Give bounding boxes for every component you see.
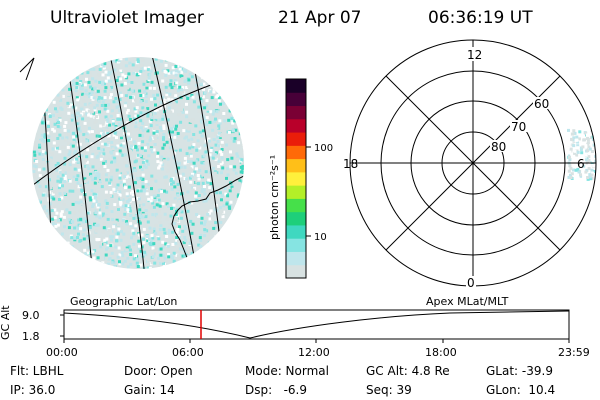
timeline-y-tick-high: 9.0 [22,309,40,322]
polar-lat-70: 70 [511,120,526,134]
colorbar-block [286,145,306,160]
colorbar-block [286,105,306,120]
colorbar-block [286,92,306,107]
timeline-x-tick-1800: 18:00 [425,346,457,359]
observation-date: 21 Apr 07 [278,8,362,28]
polar-lat-60: 60 [534,97,549,111]
status-ip: IP: 36.0 [10,383,56,397]
colorbar-block [286,251,306,266]
colorbar-block [286,264,306,279]
status-mode: Mode: Normal [245,364,329,378]
timeline-y-axis-label: GC Alt [0,305,12,340]
status-glon: GLon: 10.4 [486,383,556,397]
polar-mlt-plot: 12 18 6 0 80 70 60 [343,39,597,290]
colorbar-block [286,238,306,252]
colorbar-block [286,118,306,133]
timeline-y-tick-low: 1.8 [22,330,40,343]
altitude-timeline [60,309,570,343]
polar-label-noon: 12 [467,48,482,62]
status-seq: Seq: 39 [366,383,412,397]
status-gc-alt: GC Alt: 4.8 Re [366,364,450,378]
coastline-fragment [19,57,35,81]
status-gain: Gain: 14 [124,383,175,397]
colorbar-block [286,211,306,226]
colorbar-tick-10: 10 [314,232,327,243]
status-glat: GLat: -39.9 [486,364,553,378]
colorbar-tick-100: 100 [314,143,333,154]
timeline-left-label: Geographic Lat/Lon [70,295,178,308]
colorbar-block [286,132,306,146]
colorbar-block [286,171,306,186]
colorbar-block [286,158,306,173]
polar-label-dawn: 6 [577,157,585,171]
status-door: Door: Open [124,364,193,378]
timeline-x-tick-2359: 23:59 [558,346,590,359]
colorbar-block [286,185,306,199]
timeline-x-tick-1200: 12:00 [298,346,330,359]
timeline-x-tick-0600: 06:00 [172,346,204,359]
instrument-title: Ultraviolet Imager [50,8,204,28]
colorbar-block [286,79,306,93]
observation-time: 06:36:19 UT [428,8,533,28]
status-dsp: Dsp: -6.9 [245,383,308,397]
colorbar: 100 10 photon cm⁻²s⁻¹ [268,78,333,279]
polar-label-midnight: 0 [467,276,475,290]
coastline [171,175,244,269]
timeline-right-label: Apex MLat/MLT [426,295,509,308]
colorbar-unit-label: photon cm⁻²s⁻¹ [268,155,281,240]
polar-lat-80: 80 [491,140,506,154]
uv-image-disk [19,57,244,269]
status-filter: Flt: LBHL [10,364,64,378]
colorbar-block [286,224,306,239]
timeline-x-tick-0000: 00:00 [46,346,78,359]
colorbar-block [286,198,306,213]
polar-label-dusk: 18 [343,157,358,171]
